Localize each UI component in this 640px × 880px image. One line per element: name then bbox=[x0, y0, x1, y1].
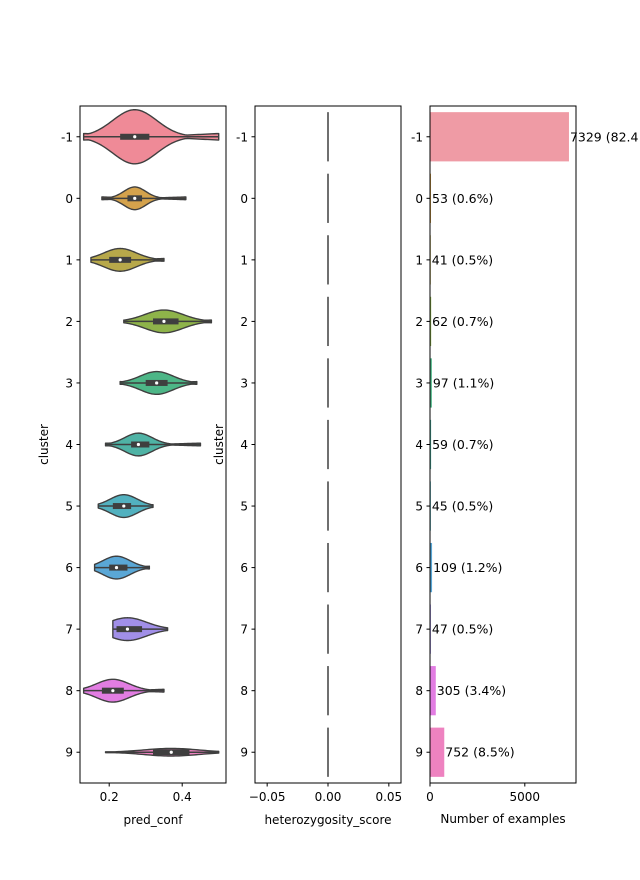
examples-bar-label: 53 (0.6%) bbox=[432, 191, 493, 206]
y-tick-label: 4 bbox=[240, 438, 248, 452]
examples-y-ticks: -1 0 1 2 3 4 5 6 7 8 9 bbox=[411, 130, 430, 760]
examples-bar-labels: 7329 (82.4 53 (0.6%) 41 (0.5%) 62 (0.7%) 97 … bbox=[432, 129, 639, 759]
y-tick-label: 3 bbox=[415, 376, 423, 390]
examples-bar-label: 47 (0.5%) bbox=[432, 622, 493, 637]
violin-iqr-box bbox=[153, 318, 179, 325]
y-tick-label: 6 bbox=[65, 561, 73, 575]
y-tick-label: 2 bbox=[240, 315, 248, 329]
violin-median-point bbox=[111, 689, 115, 693]
x-tick-label: 0.4 bbox=[173, 790, 192, 804]
y-tick-label: 1 bbox=[415, 253, 423, 267]
y-tick-label: 5 bbox=[415, 500, 423, 514]
y-tick-label: 7 bbox=[415, 623, 423, 637]
y-tick-label: 3 bbox=[240, 376, 248, 390]
y-tick-label: 2 bbox=[65, 315, 73, 329]
x-tick-label: 0 bbox=[426, 790, 434, 804]
pred-conf-x-axis-label: pred_conf bbox=[123, 813, 183, 827]
examples-bar bbox=[430, 358, 432, 408]
violin-median-point bbox=[125, 627, 130, 631]
heterozygosity-panel: -1 0 1 2 3 4 5 6 7 8 9 −0.05 0.00 0.05 heterozygosit… bbox=[212, 105, 402, 827]
examples-bar-label: 305 (3.4%) bbox=[437, 683, 506, 698]
examples-bar-label: 59 (0.7%) bbox=[432, 437, 493, 452]
examples-bar bbox=[430, 419, 432, 470]
y-tick-label: 0 bbox=[65, 192, 73, 206]
violin-iqr-box bbox=[109, 564, 128, 571]
y-tick-label: 6 bbox=[415, 561, 423, 575]
violin-median-point bbox=[114, 565, 119, 570]
examples-bar bbox=[430, 173, 432, 223]
examples-bar-label: 7329 (82.4 bbox=[570, 129, 639, 144]
y-tick-label: 0 bbox=[415, 192, 423, 206]
y-tick-label: -1 bbox=[236, 130, 248, 144]
y-tick-label: 9 bbox=[65, 746, 73, 760]
examples-bar bbox=[430, 296, 432, 347]
examples-bar bbox=[430, 727, 445, 777]
y-tick-label: -1 bbox=[411, 130, 423, 144]
x-tick-label: 0.2 bbox=[100, 790, 119, 804]
y-tick-label: 2 bbox=[415, 315, 423, 329]
examples-bar-label: 62 (0.7%) bbox=[432, 314, 493, 329]
y-tick-label: 4 bbox=[415, 438, 423, 452]
examples-bar bbox=[430, 112, 569, 162]
pred-conf-y-ticks: -1 0 1 2 3 4 5 6 7 8 9 bbox=[61, 130, 80, 760]
pred-conf-panel: -1 0 1 2 3 4 5 6 7 8 9 0.2 0.4 pred_conf cluster bbox=[37, 105, 227, 827]
y-tick-label: 6 bbox=[240, 561, 248, 575]
examples-bar-label: 752 (8.5%) bbox=[445, 745, 514, 760]
y-tick-label: 7 bbox=[240, 623, 248, 637]
heterozygosity-x-axis-label: heterozygosity_score bbox=[264, 813, 391, 827]
x-tick-label: 0.05 bbox=[375, 790, 402, 804]
examples-bar bbox=[430, 666, 436, 716]
x-tick-label: −0.05 bbox=[249, 790, 286, 804]
violin-median-point bbox=[155, 381, 159, 385]
examples-bars bbox=[430, 112, 569, 777]
y-tick-label: 1 bbox=[65, 253, 73, 267]
examples-bar-label: 109 (1.2%) bbox=[433, 560, 502, 575]
violin-iqr-box bbox=[116, 626, 143, 633]
y-tick-label: 0 bbox=[240, 192, 248, 206]
heterozygosity-y-axis-label: cluster bbox=[212, 424, 226, 465]
examples-x-ticks: 0 5000 bbox=[426, 783, 540, 804]
y-tick-label: 3 bbox=[65, 376, 73, 390]
violin-median-point bbox=[136, 442, 140, 447]
violin-median-point bbox=[122, 504, 126, 508]
y-tick-label: 8 bbox=[65, 684, 73, 698]
violin-median-point bbox=[169, 750, 173, 754]
violin-median-point bbox=[133, 135, 137, 139]
pred-conf-violins bbox=[82, 109, 220, 757]
violin-iqr-box bbox=[131, 441, 150, 448]
x-tick-label: 5000 bbox=[510, 790, 541, 804]
y-tick-label: 9 bbox=[240, 746, 248, 760]
x-tick-label: 0.00 bbox=[315, 790, 342, 804]
pred-conf-x-ticks: 0.2 0.4 bbox=[100, 783, 192, 804]
y-tick-label: 8 bbox=[415, 684, 423, 698]
examples-bar-label: 97 (1.1%) bbox=[433, 375, 494, 390]
heterozygosity-x-ticks: −0.05 0.00 0.05 bbox=[249, 783, 402, 804]
examples-bar bbox=[430, 542, 433, 593]
y-tick-label: -1 bbox=[61, 130, 73, 144]
y-tick-label: 9 bbox=[415, 746, 423, 760]
y-tick-label: 5 bbox=[240, 500, 248, 514]
examples-bar-label: 45 (0.5%) bbox=[432, 499, 493, 514]
examples-x-axis-label: Number of examples bbox=[440, 812, 565, 826]
violin-median-point bbox=[118, 258, 122, 262]
violin-iqr-box bbox=[112, 503, 132, 510]
examples-panel: -1 0 1 2 3 4 5 6 7 8 9 0 5000 7329 (82.4 53 (0.6%) 41… bbox=[411, 105, 639, 826]
y-tick-label: 1 bbox=[240, 253, 248, 267]
heterozygosity-y-ticks: -1 0 1 2 3 4 5 6 7 8 9 bbox=[236, 130, 255, 760]
y-tick-label: 5 bbox=[65, 500, 73, 514]
violin-median-point bbox=[162, 319, 166, 324]
pred-conf-y-axis-label: cluster bbox=[37, 424, 51, 465]
violin-median-point bbox=[133, 196, 137, 200]
y-tick-label: 7 bbox=[65, 623, 73, 637]
y-tick-label: 8 bbox=[240, 684, 248, 698]
examples-bar-label: 41 (0.5%) bbox=[432, 252, 493, 267]
y-tick-label: 4 bbox=[65, 438, 73, 452]
